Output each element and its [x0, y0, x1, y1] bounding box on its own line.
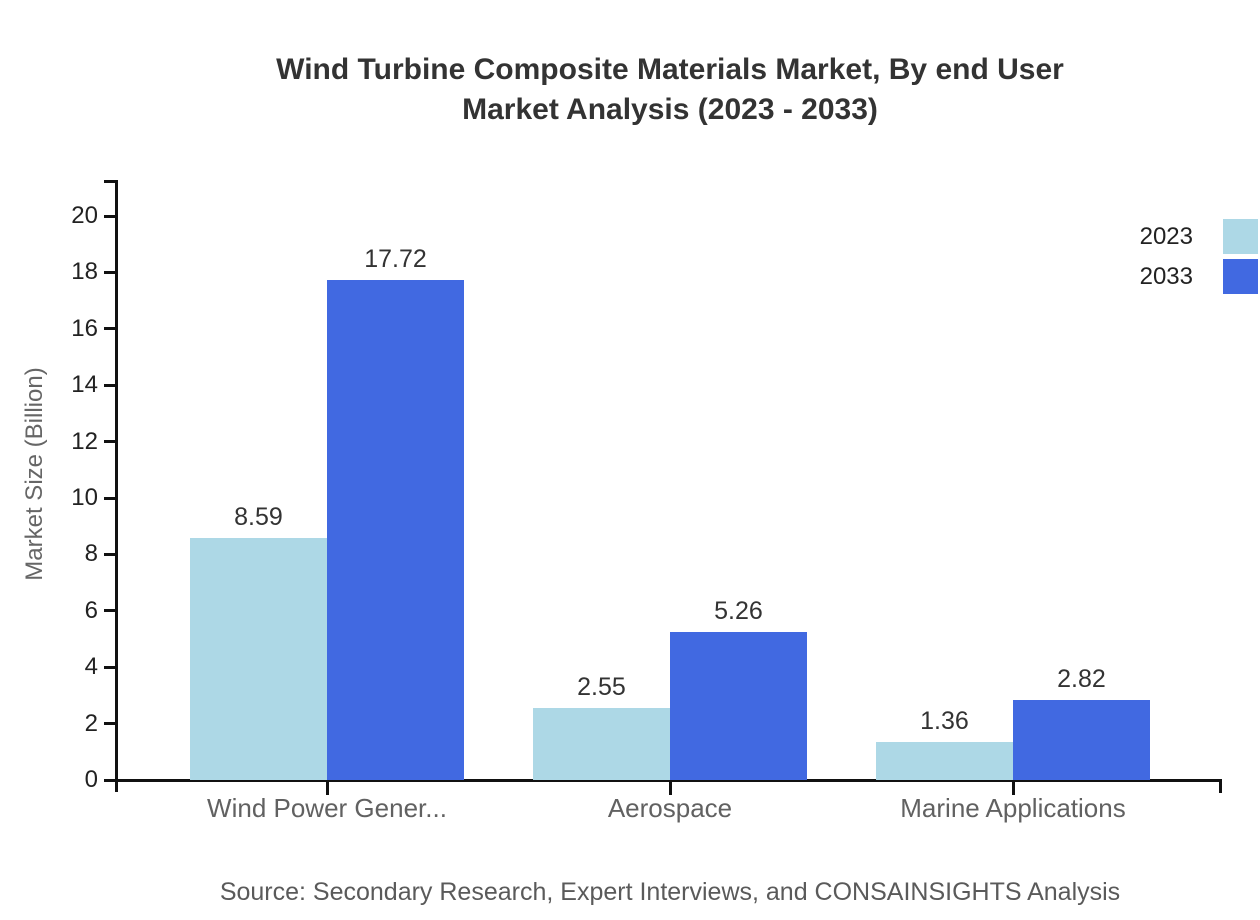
y-tick-label: 4	[84, 653, 98, 681]
legend: 2023 2033	[1103, 219, 1258, 294]
source-note: Source: Secondary Research, Expert Inter…	[219, 878, 1121, 906]
bar-2033-2	[670, 631, 807, 780]
bar-value-label: 5.26	[714, 596, 763, 625]
x-axis-line	[115, 779, 1222, 782]
bar-2033-1	[327, 280, 464, 780]
y-axis-line	[115, 180, 118, 792]
bar-value-label: 8.59	[234, 502, 283, 531]
chart-title-line2: Market Analysis (2023 - 2033)	[462, 93, 878, 126]
x-tick-mark	[668, 782, 672, 795]
legend-swatch	[1223, 259, 1258, 294]
y-tick-label: 0	[84, 766, 98, 793]
y-tick-label: 18	[71, 258, 98, 286]
y-tick-mark	[104, 383, 116, 387]
y-tick-label: 6	[84, 596, 98, 624]
y-tick-mark	[104, 665, 116, 669]
y-tick-label: 2	[84, 709, 98, 737]
legend-item-2023: 2023	[1103, 219, 1258, 254]
bar-2033-3	[1013, 700, 1150, 780]
y-axis-end-cap	[104, 180, 116, 183]
x-tick-mark	[325, 782, 329, 795]
x-category-label: Marine Applications	[900, 793, 1126, 823]
x-axis-end-cap	[1219, 780, 1222, 793]
bar-value-label: 1.36	[920, 706, 969, 735]
x-category-label: Aerospace	[607, 793, 733, 823]
y-tick-label: 14	[71, 371, 98, 399]
y-tick-mark	[104, 722, 116, 726]
bar-value-label: 17.72	[364, 245, 427, 274]
legend-label: 2023	[1139, 222, 1193, 250]
y-tick-label: 10	[71, 484, 98, 511]
y-tick-label: 16	[71, 314, 98, 342]
x-tick-mark	[1011, 782, 1015, 795]
y-tick-label: 8	[84, 540, 98, 568]
y-tick-label: 12	[71, 427, 98, 455]
y-tick-label: 20	[71, 202, 98, 229]
bar-2023-1	[190, 537, 327, 780]
legend-item-2033: 2033	[1103, 259, 1258, 294]
legend-swatch	[1223, 219, 1258, 254]
y-tick-mark	[104, 327, 116, 331]
bar-2023-3	[876, 741, 1013, 780]
chart-title-line1: Wind Turbine Composite Materials Market,…	[276, 53, 1064, 86]
x-category-label: Wind Power Gener...	[207, 793, 447, 823]
bar-value-label: 2.82	[1057, 665, 1106, 694]
y-tick-mark	[104, 496, 116, 500]
y-tick-mark	[104, 609, 116, 613]
chart-title: Wind Turbine Composite Materials Market,…	[118, 50, 1222, 130]
bar-2023-2	[533, 708, 670, 780]
legend-label: 2033	[1139, 262, 1193, 290]
y-tick-mark	[104, 440, 116, 444]
y-tick-mark	[104, 552, 116, 556]
y-tick-mark	[104, 214, 116, 218]
y-tick-mark	[104, 270, 116, 274]
bar-value-label: 2.55	[577, 673, 626, 702]
y-tick-mark	[104, 778, 116, 782]
